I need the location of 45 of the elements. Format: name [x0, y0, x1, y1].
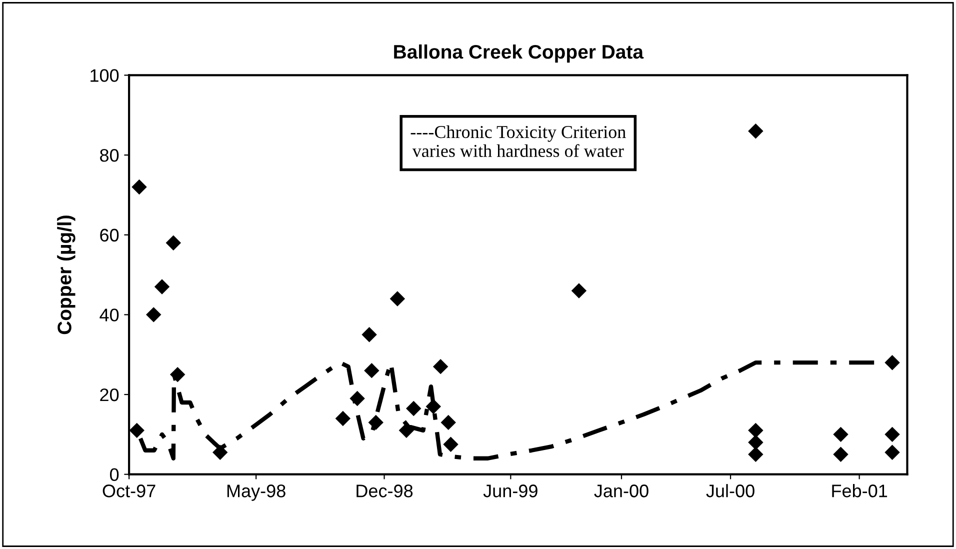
y-tick-label: 0	[110, 468, 119, 482]
point	[132, 179, 147, 195]
point	[129, 422, 144, 438]
y-tick-label: 100	[90, 69, 119, 82]
point	[571, 283, 587, 298]
y-tick-label: 20	[100, 388, 119, 402]
x-tick-label: Jan-00	[594, 484, 648, 498]
point	[390, 291, 406, 306]
point	[154, 279, 170, 294]
point	[440, 414, 456, 430]
point	[170, 366, 186, 382]
point	[884, 444, 900, 460]
y-tick-label: 60	[100, 228, 119, 242]
x-tick-label: Jul-00	[706, 484, 754, 498]
x-tick-label: Feb-01	[832, 484, 888, 498]
y-tick-label: 40	[100, 308, 119, 322]
x-tick-label: Dec-98	[356, 484, 413, 498]
point	[426, 398, 441, 414]
point	[432, 358, 448, 374]
chart-title: Ballona Creek Copper Data	[394, 44, 644, 63]
point	[884, 354, 900, 370]
point	[335, 410, 351, 426]
point	[748, 123, 764, 139]
point	[398, 422, 414, 438]
point	[364, 362, 380, 378]
point	[166, 235, 181, 250]
point	[406, 400, 422, 416]
point	[146, 307, 162, 322]
x-tick-label: Jun-99	[483, 484, 538, 498]
point	[748, 434, 764, 450]
point	[833, 446, 848, 462]
point	[884, 426, 900, 442]
annotation: ----Chronic Toxicity Criterion varies with hardness of water	[410, 125, 626, 158]
point	[362, 327, 377, 342]
point	[350, 390, 365, 406]
y-tick-label: 80	[100, 148, 119, 162]
point	[748, 446, 764, 462]
point	[443, 436, 458, 452]
point	[368, 414, 384, 430]
point	[212, 444, 228, 460]
x-tick-label: May-98	[227, 484, 286, 501]
x-tick-label: Oct-97	[102, 484, 156, 498]
point	[748, 422, 764, 438]
point	[833, 426, 848, 442]
y-axis-title: Copper (µg/l)	[57, 216, 76, 334]
